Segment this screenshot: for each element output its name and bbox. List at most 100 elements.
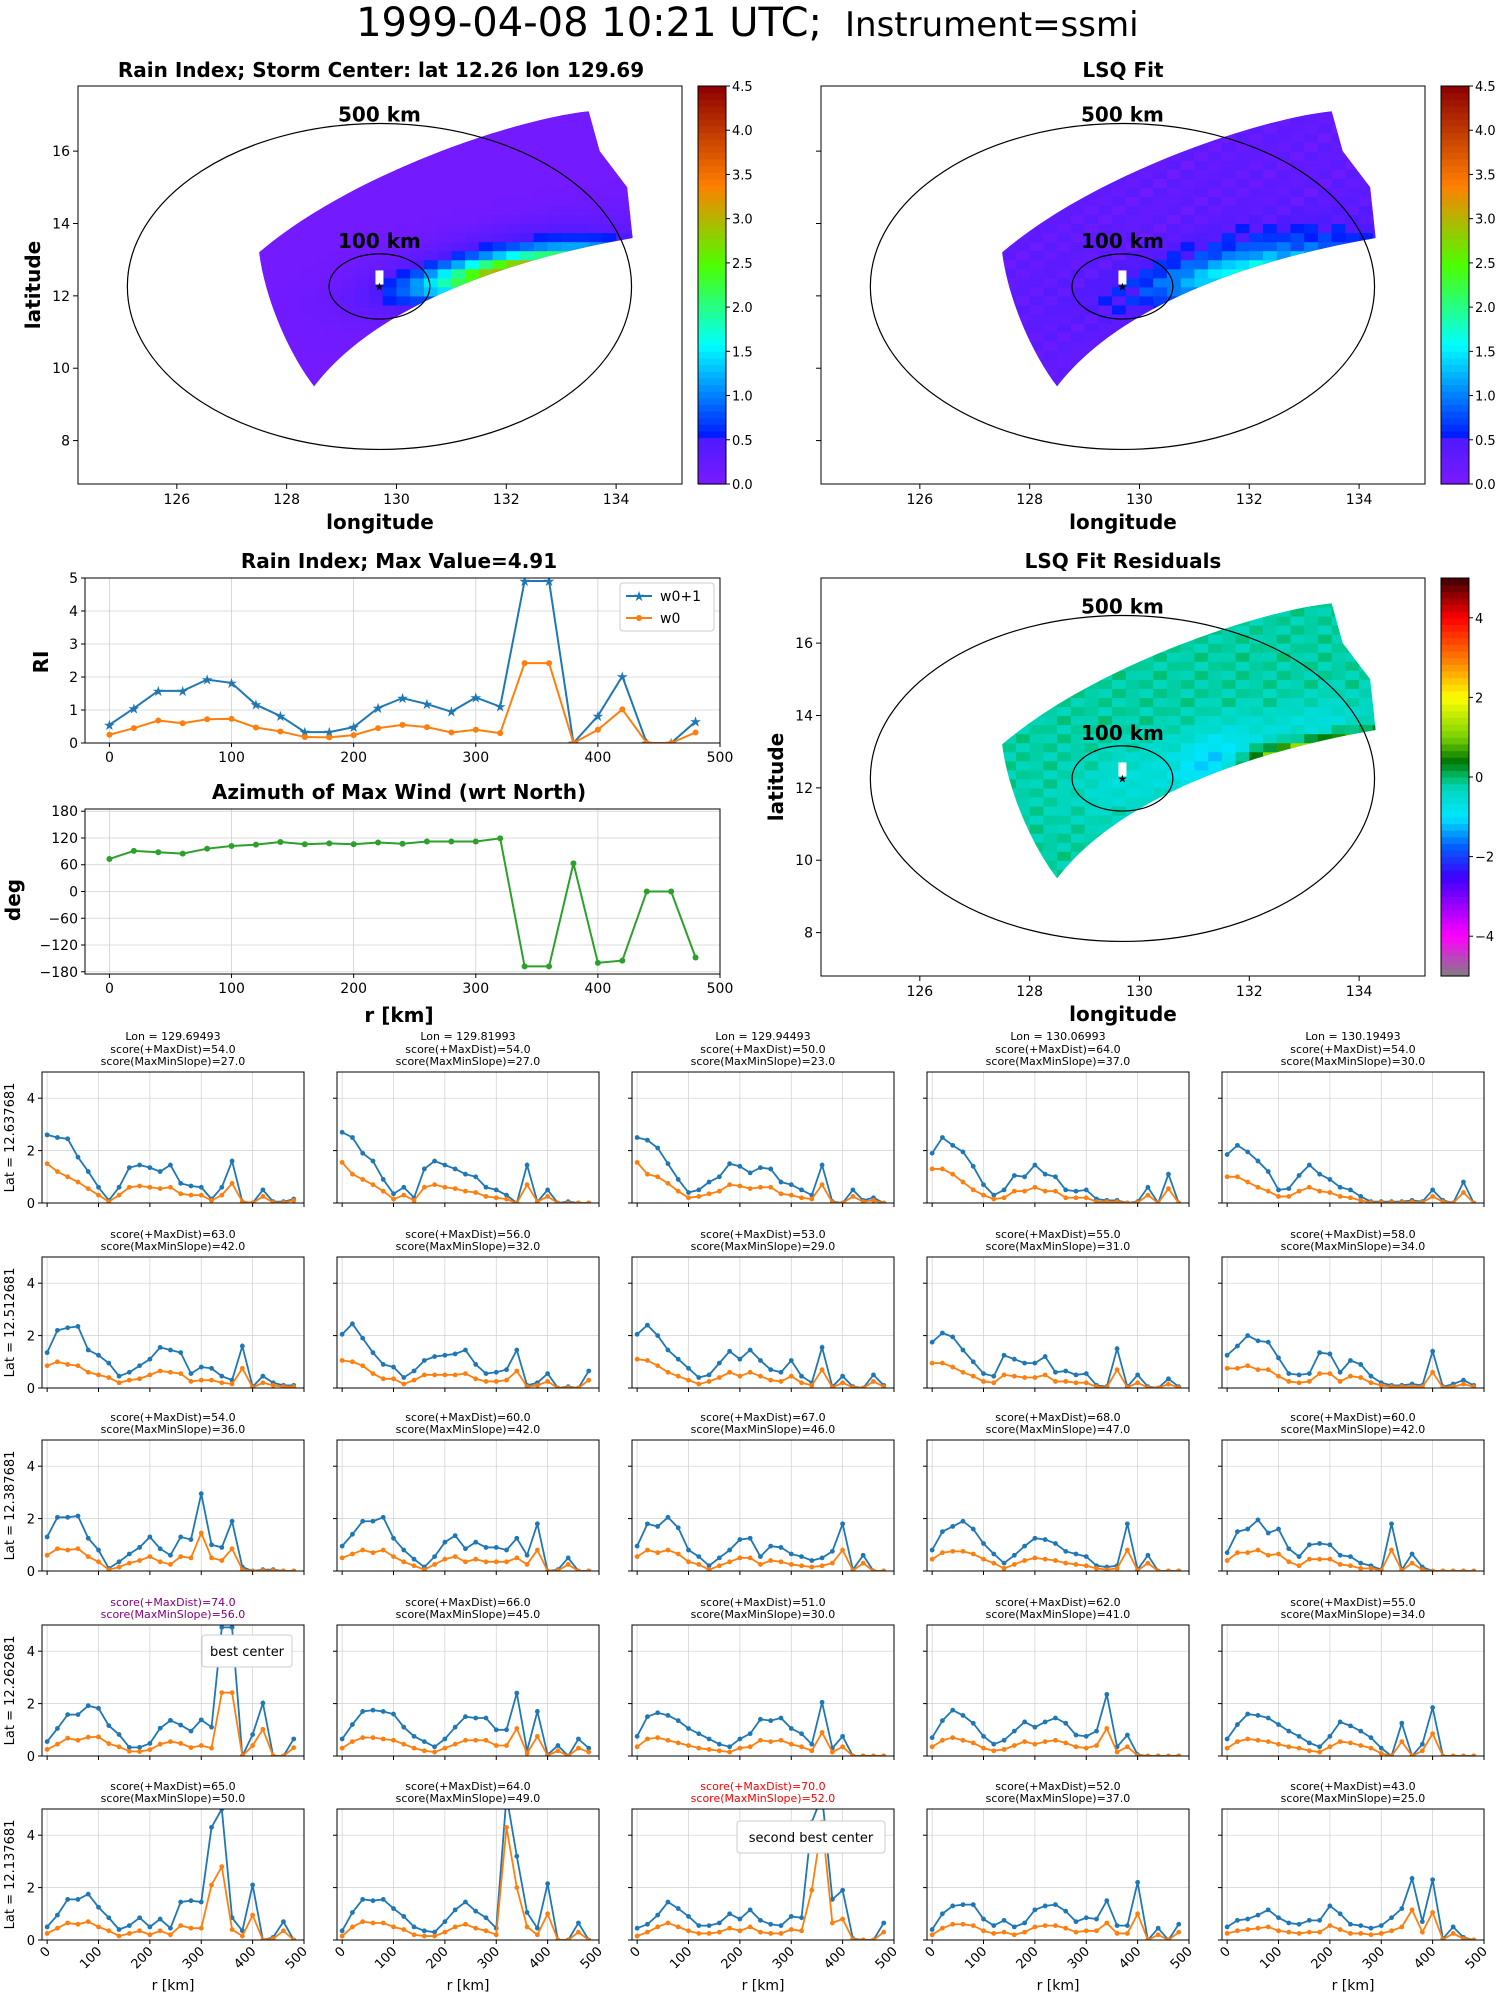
swath-cell: [1002, 187, 1017, 197]
swath-cell: [1029, 688, 1044, 698]
swath-cell: [1290, 214, 1305, 225]
panel-data-point: [106, 1567, 112, 1571]
data-point: [521, 963, 528, 970]
panel-data-point: [1235, 1365, 1240, 1371]
panel-data-point: [85, 1169, 91, 1174]
swath-cell: [629, 232, 633, 243]
swath-cell: [1235, 634, 1250, 644]
swath-cell: [1180, 625, 1195, 635]
swath-cell: [1290, 322, 1305, 333]
swath-gap: [1118, 762, 1127, 777]
swath-cell: [1263, 670, 1278, 680]
panel-data-point: [1430, 1568, 1436, 1571]
swath-cell: [286, 322, 301, 333]
swath-cell: [1249, 151, 1264, 161]
swath-cell: [1221, 359, 1237, 369]
swath-cell: [1345, 232, 1360, 243]
swath-cell: [465, 250, 480, 261]
swath-cell: [1372, 688, 1376, 698]
swath-cell: [382, 241, 398, 252]
panel-data-point: [1166, 1568, 1171, 1571]
panel-frame: [1221, 1256, 1485, 1389]
swath-cell: [1276, 760, 1292, 771]
swath-cell: [1304, 805, 1319, 816]
swath-cell: [1180, 259, 1195, 270]
swath-cell: [1249, 724, 1264, 735]
swath-cell: [1359, 178, 1374, 188]
swath-cell: [1029, 833, 1044, 843]
swath-cell: [1153, 851, 1168, 861]
swath-cell: [437, 187, 452, 197]
swath-cell: [1290, 688, 1305, 698]
panel-data-point: [991, 1196, 997, 1202]
panel-data-point: [1063, 1720, 1069, 1726]
swath-cell: [1359, 313, 1374, 324]
swath-cell: [465, 114, 480, 125]
swath-cell: [1098, 142, 1113, 152]
swath-cell: [1098, 151, 1113, 161]
panel-data-point: [1176, 1385, 1182, 1388]
panel-data-point: [1083, 1928, 1089, 1934]
panel-data-point: [442, 1352, 448, 1358]
swath-cell: [314, 169, 329, 179]
swath-cell: [492, 286, 507, 297]
panel-data-point: [96, 1192, 101, 1198]
panel-score-maxminslope: score(MaxMinSlope)=52.0: [691, 1792, 836, 1805]
panel-data-point: [65, 1362, 71, 1367]
panel-data-point: [881, 1200, 887, 1203]
swath-cell: [1235, 313, 1250, 324]
swath-cell: [1208, 842, 1223, 852]
swath-cell: [1166, 295, 1182, 306]
swath-cell: [1304, 670, 1319, 680]
swath-cell: [1029, 259, 1044, 270]
x-tick-label: 100: [218, 750, 245, 766]
swath-cell: [1139, 322, 1154, 333]
panel-data-point: [178, 1191, 184, 1197]
panel-data-point: [1286, 1559, 1292, 1565]
swath-cell: [1015, 241, 1031, 252]
panel-data-point: [1461, 1377, 1466, 1383]
swath-cell: [1372, 661, 1376, 671]
swath-cell: [1249, 268, 1264, 279]
colorbar-segment: [698, 430, 726, 439]
data-point: [448, 838, 455, 845]
swath-cell: [492, 241, 507, 252]
swath-cell: [1098, 643, 1113, 653]
swath-cell: [314, 241, 329, 252]
panel-data-point: [809, 1887, 815, 1893]
swath-cell: [1057, 187, 1072, 197]
swath-cell: [1263, 268, 1278, 279]
swath-cell: [1208, 160, 1223, 170]
swath-cell: [506, 142, 521, 152]
swath-cell: [1249, 778, 1264, 789]
swath-cell: [1359, 851, 1374, 861]
swath-cell: [1125, 322, 1141, 333]
swath-cell: [588, 286, 603, 297]
swath-cell: [478, 332, 494, 342]
swath-cell: [355, 196, 370, 206]
swath-cell: [547, 286, 562, 297]
map-rain-index-title: Rain Index; Storm Center: lat 12.26 lon …: [118, 58, 644, 82]
swath-cell: [1372, 169, 1376, 179]
swath-cell: [1290, 751, 1305, 762]
colorbar-segment: [1441, 271, 1469, 279]
data-point: [570, 740, 577, 743]
panel-data-point: [473, 1190, 479, 1195]
swath-cell: [1263, 697, 1278, 708]
swath-cell: [369, 142, 384, 152]
panel-data-point: [1235, 1343, 1240, 1349]
lon-tick-label: 130: [1126, 984, 1153, 1000]
swath-cell: [1125, 169, 1141, 179]
swath-cell: [1208, 796, 1223, 807]
swath-cell: [1208, 751, 1223, 762]
swath-cell: [1043, 151, 1058, 161]
swath-cell: [616, 268, 631, 279]
best-center-label: best center: [210, 1645, 285, 1660]
panel-data-point: [991, 1560, 997, 1566]
swath-cell: [272, 377, 288, 387]
panel-data-point: [493, 1545, 499, 1550]
swath-cell: [1070, 223, 1086, 234]
swath-cell: [1345, 187, 1360, 197]
panel-data-point: [1073, 1188, 1079, 1194]
